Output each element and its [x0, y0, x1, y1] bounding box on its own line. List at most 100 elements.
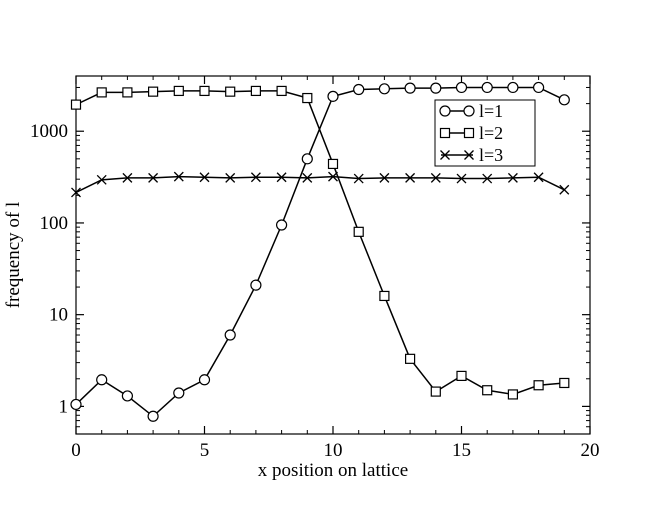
data-point-l3 [302, 172, 313, 183]
data-point-l3-stroke [507, 172, 518, 183]
data-point-l3 [482, 173, 493, 184]
x-tick-label: 15 [452, 440, 471, 461]
data-point-l1 [96, 374, 108, 386]
data-point-l3 [379, 172, 390, 183]
data-point-l3 [122, 172, 133, 183]
data-point-l2 [173, 85, 184, 97]
data-point-l1 [378, 83, 390, 95]
data-point-l3 [507, 172, 518, 183]
data-point-l3-stroke [276, 172, 287, 183]
data-point-l1 [430, 82, 442, 94]
data-point-l2 [96, 87, 107, 98]
data-point-l2 [225, 86, 236, 97]
data-point-l3 [225, 172, 236, 183]
data-point-l2 [507, 389, 518, 400]
data-point-l2 [559, 377, 570, 389]
data-point-l3-stroke [559, 184, 570, 195]
data-point-l2 [533, 380, 544, 391]
legend-marker-l2 [463, 127, 475, 139]
data-point-l1 [147, 410, 159, 422]
data-point-l1 [353, 83, 365, 96]
data-point-l2 [199, 85, 210, 97]
data-point-l1 [558, 94, 570, 106]
data-point-l1 [70, 398, 82, 411]
data-point-l1 [250, 279, 262, 291]
y-tick-label: 1 [59, 396, 69, 417]
data-point-l2 [456, 370, 467, 381]
legend-marker-l1 [439, 105, 451, 117]
data-point-l3-stroke [405, 172, 416, 183]
legend-marker-l3-stroke [464, 150, 474, 160]
y-axis-label: frequency of l [3, 202, 24, 309]
data-point-l1 [507, 81, 519, 94]
data-point-l2 [379, 290, 390, 302]
x-tick-label: 0 [71, 440, 81, 461]
data-point-l3 [71, 187, 81, 198]
data-point-l1 [327, 90, 339, 102]
data-point-l3 [353, 173, 364, 184]
x-axis-label: x position on lattice [258, 460, 408, 481]
data-point-l3 [96, 174, 107, 185]
data-point-l1 [121, 390, 134, 402]
data-point-l3-stroke [173, 171, 184, 182]
data-point-l3-stroke [148, 172, 159, 183]
data-point-l3-stroke [96, 174, 107, 185]
data-point-l2 [430, 386, 441, 397]
data-point-l3-stroke [328, 171, 338, 182]
x-tick-label: 5 [200, 440, 210, 461]
legend-label-l1: l=1 [479, 101, 503, 121]
data-point-l1 [224, 329, 236, 341]
data-point-l2 [122, 87, 133, 98]
data-point-l3-stroke [250, 172, 261, 183]
data-point-l1 [404, 82, 416, 94]
x-tick-label: 20 [581, 440, 600, 461]
legend-marker-l3-stroke [440, 150, 450, 160]
data-point-l3-stroke [225, 172, 236, 183]
data-point-l3 [148, 172, 159, 183]
legend-label-l3: l=3 [479, 145, 503, 165]
data-point-l3 [173, 171, 184, 182]
data-point-l2 [148, 86, 159, 97]
legend-label-l2: l=2 [479, 123, 503, 143]
data-point-l3 [559, 184, 570, 195]
x-axis: 0 5 10 15 20 [71, 76, 600, 461]
y-tick-label: 10 [49, 305, 68, 326]
data-point-l1 [276, 219, 288, 231]
data-point-l2 [276, 85, 287, 97]
data-point-l3-stroke [379, 172, 390, 183]
data-point-l2 [70, 99, 82, 110]
data-point-l3 [276, 172, 287, 183]
y-tick-label: 1000 [30, 121, 68, 142]
series-layer [70, 81, 570, 422]
data-point-l3-stroke [122, 172, 133, 183]
data-point-l3 [199, 172, 210, 183]
data-point-l2 [353, 226, 364, 237]
data-point-l3-stroke [353, 173, 364, 184]
series-line-l3 [75, 175, 565, 194]
legend-marker-l2 [439, 127, 451, 139]
data-point-l3 [430, 172, 441, 183]
data-point-l3-stroke [71, 187, 81, 198]
data-point-l1 [173, 387, 185, 399]
data-point-l1 [301, 153, 313, 165]
legend: l=1l=2l=3 [434, 99, 536, 167]
data-point-l3 [405, 172, 416, 183]
data-point-l2 [405, 353, 416, 364]
data-point-l3-stroke [482, 173, 493, 184]
data-point-l1 [198, 374, 211, 386]
data-point-l3 [328, 171, 338, 182]
data-point-l2 [327, 158, 339, 170]
data-point-l3-stroke [533, 172, 544, 183]
y-tick-label: 100 [40, 213, 69, 234]
legend-marker-l1 [463, 105, 475, 117]
data-point-l2 [482, 385, 493, 396]
data-point-l3-stroke [302, 172, 313, 183]
data-point-l3-stroke [456, 173, 467, 184]
data-point-l1 [481, 81, 493, 94]
legend-marker-l3 [464, 150, 474, 160]
data-point-l3 [533, 172, 544, 183]
data-point-l2 [250, 85, 261, 97]
data-point-l1 [532, 81, 545, 94]
data-point-l3-stroke [430, 172, 441, 183]
